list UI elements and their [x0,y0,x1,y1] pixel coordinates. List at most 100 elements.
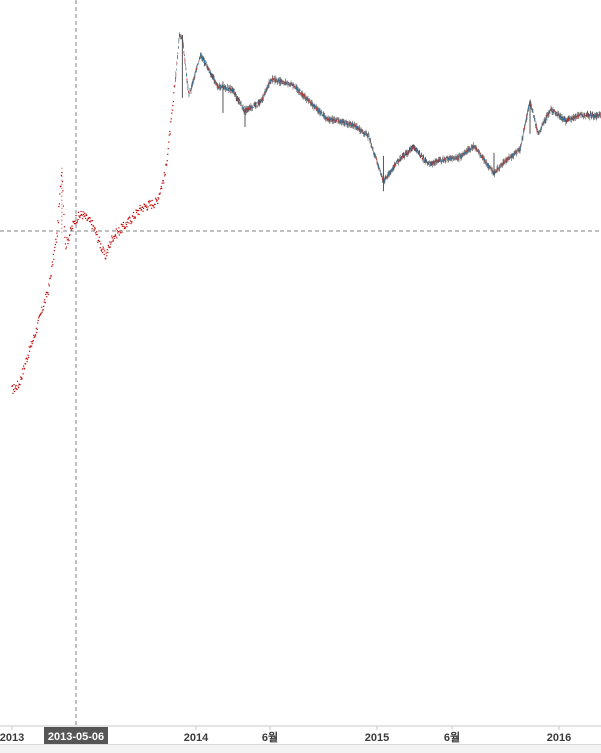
price-dot [112,237,113,238]
price-dot [41,307,42,308]
price-dot [91,220,92,221]
candle-body [525,125,526,126]
crosshair [0,0,601,726]
candle-body [371,144,372,145]
price-dot [14,388,15,389]
price-dot [158,198,159,199]
price-dot [66,246,67,247]
price-dot [45,294,46,295]
price-dot [67,243,68,244]
candle-body [317,108,318,110]
candle-body [195,73,196,76]
candle-body [541,127,542,129]
price-dot [157,203,158,204]
price-dot [32,343,33,344]
price-dot [75,215,76,216]
price-dot [134,216,135,217]
candle-body [486,161,487,162]
price-dot [33,340,34,341]
candle-body [458,156,459,157]
candle-body [256,103,257,104]
price-dot [122,224,123,225]
price-dot [142,211,143,212]
price-dot [52,261,53,262]
price-dot [125,228,126,229]
price-dot [84,213,85,214]
price-dot [130,223,131,224]
candle-body [184,55,185,56]
price-dot [169,131,170,132]
candle-body [479,152,480,153]
candle-body [198,63,199,64]
price-dot [167,160,168,161]
price-dot [28,357,29,358]
price-dot [133,212,134,213]
candle-body [400,159,401,160]
price-dot [31,346,32,347]
price-dot [22,373,23,374]
candle-body [345,121,346,122]
price-dot [86,214,87,215]
candle-body [589,117,590,118]
price-dot [162,183,163,184]
candle-body [486,164,487,165]
price-dot [80,211,81,212]
candle-body [442,160,443,161]
price-dot [90,217,91,218]
price-dot [53,254,54,255]
candle-body [241,104,242,105]
price-dot [92,228,93,229]
price-dot [136,212,137,213]
price-dot [82,211,83,212]
price-dot [135,217,136,218]
candle-body [274,78,275,79]
price-dot [149,202,150,203]
price-dot [146,207,147,208]
candle-body [257,105,258,106]
price-dot [62,181,63,182]
price-dot [168,141,169,142]
price-dot [79,217,80,218]
price-dot [70,228,71,229]
price-dot [111,241,112,242]
price-dot [48,284,49,285]
candle-body [198,64,199,65]
price-dot [74,221,75,222]
price-dot [102,252,103,253]
candle-body [368,136,369,137]
price-dot [129,217,130,218]
price-dot [125,222,126,223]
price-dot [12,393,13,394]
price-dot [59,193,60,194]
price-dot [18,387,19,388]
price-dot [163,180,164,181]
price-dot [117,232,118,233]
candle-body [253,107,254,108]
candle-body [373,148,374,149]
price-dot [99,237,100,238]
price-dot [171,118,172,119]
candle-body [315,107,316,108]
candle-body [186,69,187,70]
price-dot [110,246,111,247]
price-dot [71,225,72,226]
price-dot [171,113,172,114]
price-dot [21,378,22,379]
price-dot [81,215,82,216]
price-dot [170,133,171,134]
candle-body [459,159,460,160]
price-dot [161,186,162,187]
candle-body [271,81,272,82]
price-dot [168,148,169,149]
price-dot [56,242,57,243]
price-dot [45,302,46,303]
candle-body [528,107,529,110]
candle-body [492,170,493,171]
price-dot [112,241,113,242]
price-dot [138,210,139,211]
price-dot [24,368,25,369]
price-dot [91,224,92,225]
candle-body [348,122,349,123]
